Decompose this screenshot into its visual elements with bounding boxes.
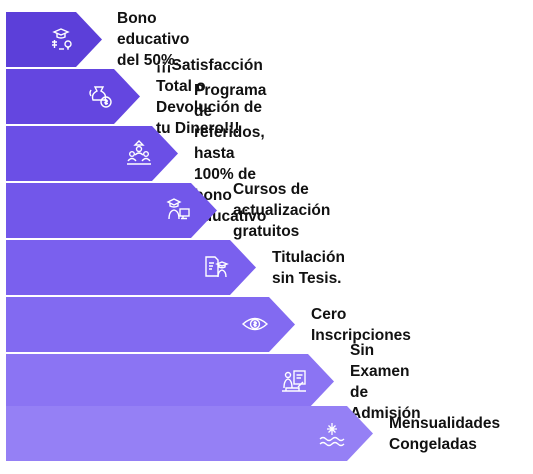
eye-dollar-icon: [240, 309, 270, 339]
benefit-label: Titulación sin Tesis.: [272, 248, 345, 287]
arrow-shape: [6, 406, 373, 461]
document-graduate-icon: [201, 252, 231, 282]
benefit-label: Bono educativo del 50%.: [117, 10, 190, 69]
arrow-shape: [6, 297, 295, 352]
arrow-shape: [6, 354, 334, 409]
benefit-label: Mensualidades Congeladas: [389, 414, 501, 453]
student-computer-icon: [163, 195, 193, 225]
frozen-payment-icon: [317, 419, 347, 449]
benefit-label: Cero Inscripciones: [311, 305, 411, 344]
referral-people-icon: [124, 138, 154, 168]
graduation-cap-lightbulb-icon: [46, 24, 76, 54]
no-exam-icon: [279, 366, 309, 396]
arrow-shape: [6, 126, 178, 181]
arrow-shape: [6, 69, 140, 124]
benefit-label: Cursos de actualización gratuitos: [233, 181, 331, 240]
arrow-shape: [6, 12, 102, 67]
benefit-label: Programa de referidos, hasta 100% de bon…: [194, 82, 267, 225]
arrow-shape: [6, 183, 217, 238]
money-bag-refund-icon: [86, 81, 116, 111]
arrow-shape: [6, 240, 256, 295]
benefit-label: Sin Examen de Admisión: [350, 341, 421, 422]
